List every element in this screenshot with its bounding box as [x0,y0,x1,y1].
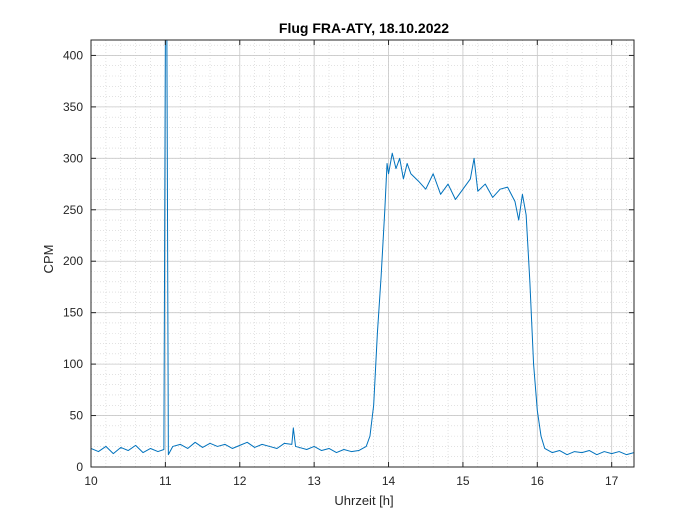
x-tick-label: 13 [307,474,321,488]
x-tick-label: 11 [159,474,172,488]
y-tick-label: 100 [63,357,83,371]
plot-area [91,40,634,467]
series-layer [91,40,634,456]
y-tick-label: 200 [63,254,83,268]
y-tick-label: 150 [63,306,83,320]
x-tick-label: 16 [531,474,545,488]
x-tick-label: 14 [382,474,396,488]
y-tick-label: 400 [63,48,83,62]
y-tick-label: 250 [63,203,83,217]
x-tick-label: 17 [605,474,619,488]
chart-title: Flug FRA-ATY, 18.10.2022 [279,20,449,36]
x-tick-label: 12 [233,474,247,488]
ticks-layer: 10 11 12 13 14 15 16 17 0 50 100 150 200 250 300 350 400 [63,40,634,488]
y-axis-label: CPM [41,245,56,274]
y-tick-label: 50 [70,409,84,423]
y-tick-label: 350 [63,100,83,114]
axes-frame [90,39,635,468]
series-line-1 [91,40,634,456]
y-tick-label: 300 [63,151,83,165]
x-tick-label: 10 [84,474,98,488]
y-tick-label: 0 [76,460,83,474]
x-axis-label: Uhrzeit [h] [334,493,393,508]
x-tick-label: 15 [456,474,470,488]
